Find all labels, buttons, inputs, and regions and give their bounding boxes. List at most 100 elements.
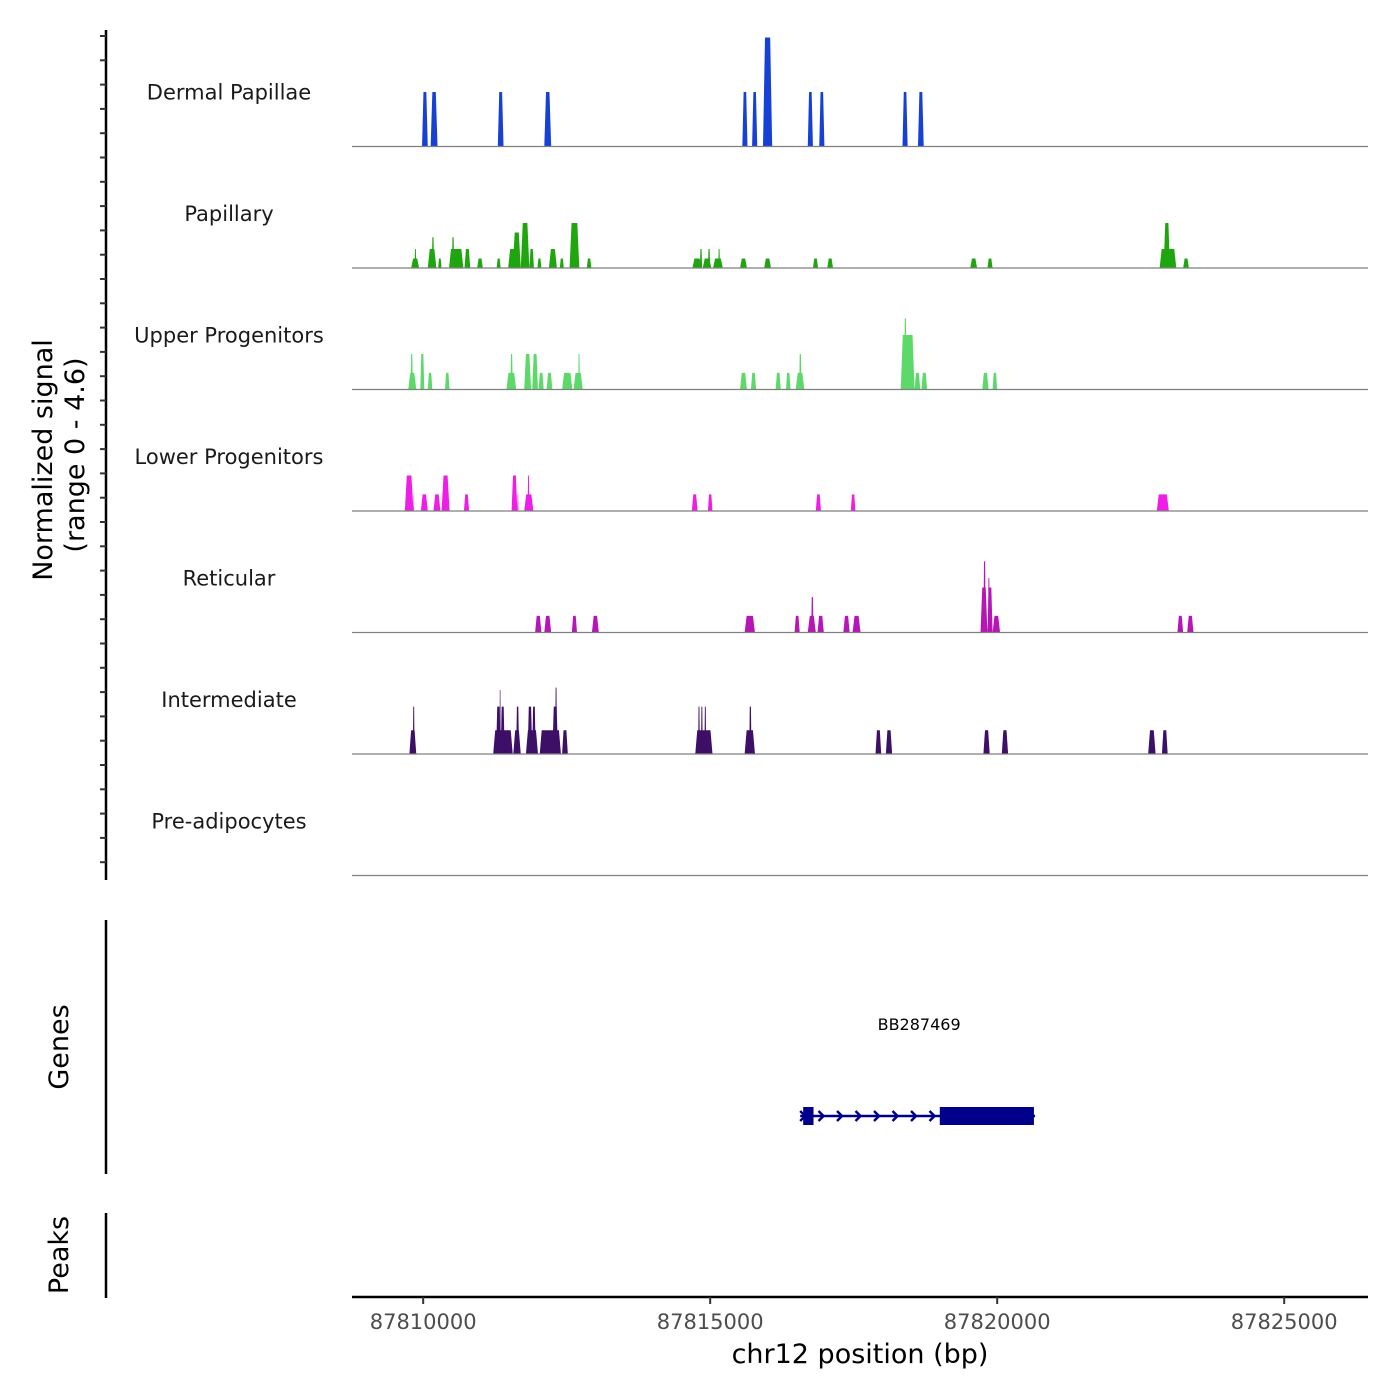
signal-peak: [520, 222, 530, 268]
signal-peak: [412, 706, 415, 754]
signal-peak: [430, 92, 438, 147]
signal-peak: [982, 372, 989, 390]
strand-arrow-icon: [928, 1110, 937, 1122]
signal-peak: [811, 596, 814, 633]
signal-peak: [970, 258, 978, 268]
signal-peak: [562, 372, 573, 390]
signal-y-axis: [100, 30, 108, 880]
signal-peak: [516, 706, 520, 754]
signal-peak: [591, 615, 599, 633]
signal-peak: [707, 249, 711, 268]
signal-peak: [499, 690, 501, 754]
signal-peak: [559, 258, 564, 268]
track-label: Upper Progenitors: [134, 324, 324, 348]
signal-peak: [704, 706, 707, 754]
track-upper-progenitors: Upper Progenitors: [134, 318, 1368, 391]
signal-peak: [843, 615, 850, 633]
signal-peak: [524, 353, 532, 390]
signal-peak: [764, 258, 772, 268]
gene-exon: [939, 1107, 1034, 1125]
signal-peak: [1156, 494, 1169, 511]
signal-peak: [752, 92, 758, 147]
signal-peak: [914, 372, 921, 390]
signal-peak: [427, 372, 433, 390]
signal-peak: [794, 615, 800, 633]
signal-peak: [983, 561, 986, 633]
signal-peak: [815, 494, 821, 511]
x-tick-label: 87825000: [1231, 1310, 1338, 1334]
signal-peak: [413, 494, 414, 511]
signal-peak: [900, 335, 915, 390]
signal-peak: [775, 372, 781, 390]
signal-peak: [512, 232, 521, 268]
track-intermediate: Intermediate: [161, 687, 1368, 755]
signal-peak: [762, 37, 773, 147]
signal-peak: [740, 258, 747, 268]
signal-peak: [562, 730, 568, 754]
signal-tracks: Dermal Papillae Papillary Upper Progenitor…: [134, 37, 1368, 877]
signal-peak: [444, 372, 450, 390]
signal-peak: [451, 237, 455, 268]
x-axis-title: chr12 position (bp): [732, 1339, 989, 1370]
x-tick-label: 87820000: [944, 1310, 1051, 1334]
signal-peak: [538, 372, 544, 390]
signal-peak: [750, 372, 757, 390]
signal-peak: [785, 372, 791, 390]
signal-peak: [1161, 730, 1168, 754]
signal-peak: [1163, 222, 1170, 268]
signal-peak: [409, 730, 417, 754]
track-label: Dermal Papillae: [147, 81, 311, 105]
signal-peak: [496, 258, 501, 268]
strand-arrow-icon: [817, 1110, 826, 1122]
signal-peak: [586, 258, 592, 268]
signal-peak: [817, 615, 824, 633]
signal-peak: [422, 92, 428, 147]
signal-peak: [410, 353, 413, 390]
signal-peak: [464, 249, 471, 268]
signal-peak: [552, 706, 559, 754]
signal-peak: [799, 353, 802, 390]
signal-peak: [827, 258, 834, 268]
peaks-track-title: Peaks: [44, 1216, 75, 1294]
signal-peak: [441, 475, 450, 511]
genes-track-title: Genes: [44, 1004, 75, 1089]
strand-arrow-icon: [891, 1110, 900, 1122]
signal-peak: [510, 353, 513, 390]
signal-peak: [988, 578, 990, 633]
strand-arrow-icon: [873, 1110, 881, 1122]
signal-peak: [463, 494, 470, 511]
signal-peak: [532, 353, 538, 390]
signal-peak: [573, 372, 583, 390]
signal-peak: [700, 706, 703, 754]
signal-peak: [496, 706, 501, 754]
signal-peak: [569, 222, 580, 268]
signal-peak: [852, 615, 861, 633]
strand-arrow-icon: [799, 1110, 807, 1122]
signal-peak: [527, 475, 530, 511]
signal-peak: [438, 258, 442, 268]
signal-peak: [1001, 730, 1009, 754]
signal-peak: [578, 353, 580, 390]
signal-peak: [433, 494, 441, 511]
gene-BB287469: BB287469: [799, 1015, 1036, 1125]
signal-peak: [902, 92, 908, 147]
track-label: Papillary: [184, 202, 273, 226]
signal-peak: [1148, 730, 1156, 754]
track-papillary: Papillary: [184, 202, 1368, 269]
signal-peak: [691, 494, 698, 511]
track-label: Lower Progenitors: [135, 445, 324, 469]
signal-peak: [511, 475, 518, 511]
gene-label: BB287469: [878, 1015, 961, 1034]
y-axis-title-line2: (range 0 - 4.6): [60, 357, 91, 552]
gene-exon: [803, 1107, 814, 1125]
signal-peak: [527, 706, 533, 754]
signal-peak: [992, 615, 1001, 633]
signal-peak: [904, 318, 907, 390]
signal-peak: [695, 730, 713, 754]
signal-peak: [420, 494, 428, 511]
signal-peak: [546, 372, 553, 390]
gene-annotations: BB287469: [799, 1015, 1036, 1125]
x-tick-label: 87810000: [370, 1310, 477, 1334]
signal-peak: [404, 475, 414, 511]
